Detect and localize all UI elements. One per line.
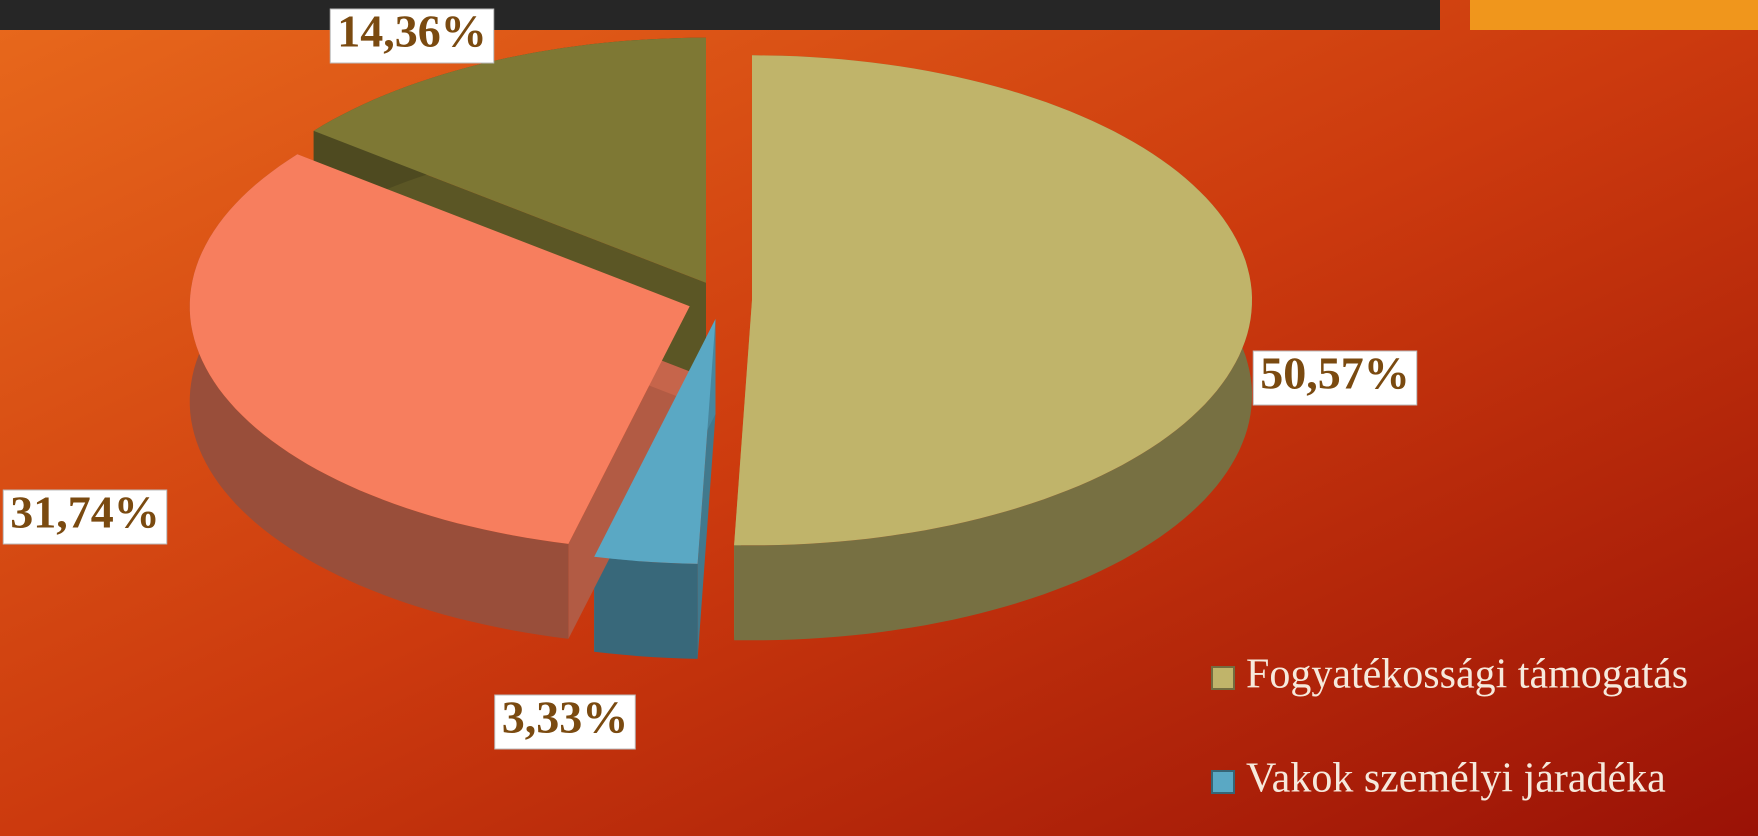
- slice-side: [189, 154, 569, 639]
- data-label: 14,36%: [337, 6, 487, 57]
- data-label: 50,57%: [1260, 348, 1410, 399]
- data-label-box: [329, 8, 495, 64]
- data-label-box: [1252, 350, 1418, 406]
- legend: Fogyatékossági támogatás Vakok személyi j…: [1211, 652, 1688, 802]
- pie-tops: [189, 37, 1252, 564]
- slice: [734, 55, 1252, 546]
- legend-label: Vakok személyi járadéka: [1246, 756, 1666, 802]
- slice: [313, 37, 706, 283]
- slice: [189, 154, 690, 544]
- accent-bar: [1470, 0, 1758, 30]
- slice: [594, 319, 716, 564]
- legend-marker: [1211, 666, 1235, 690]
- data-label: 31,74%: [10, 487, 160, 538]
- legend-label: Fogyatékossági támogatás: [1246, 652, 1688, 698]
- legend-marker: [1211, 770, 1235, 794]
- top-bar: [0, 0, 1440, 30]
- data-label-box: [2, 489, 168, 545]
- slice-side: [594, 556, 698, 659]
- data-labels: 50,57% 3,33% 31,74% 14,36%: [2, 6, 1418, 750]
- data-label-box: [494, 694, 636, 750]
- data-label: 3,33%: [502, 692, 629, 743]
